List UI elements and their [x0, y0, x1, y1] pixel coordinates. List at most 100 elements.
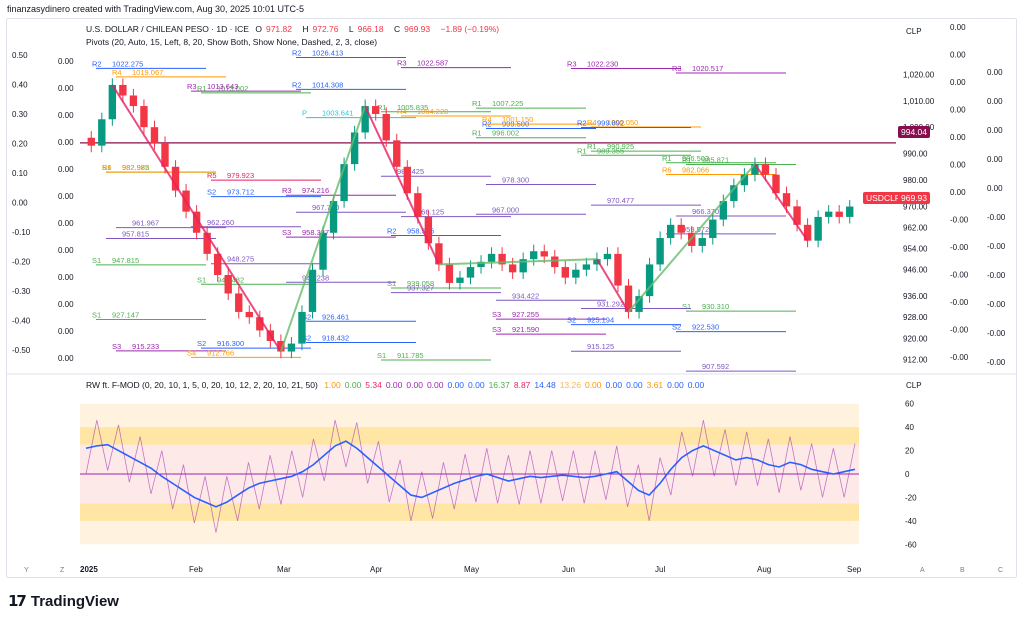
pivot-value-22: 916.300: [217, 339, 244, 348]
candle-body-63: [751, 164, 759, 175]
pivot-tag-27: R6: [662, 166, 672, 175]
candle-body-38: [487, 253, 496, 262]
far-right-scale-tick-1: 0.00: [987, 97, 1003, 106]
tradingview-brand[interactable]: 17 TradingView: [8, 592, 119, 610]
pivot-value-7: 982.985: [122, 163, 149, 172]
osc-tick-4: -20: [905, 493, 917, 502]
candle-body-39: [498, 253, 506, 265]
candle-body-23: [329, 201, 338, 233]
pivot-value-53: 934.422: [512, 291, 539, 300]
candle-body-37: [477, 261, 485, 268]
time-tick-8: Sep: [847, 565, 862, 574]
ohlc-h: H 972.76: [302, 24, 339, 34]
left-scale2-tick-6: 0.00: [58, 219, 74, 228]
pivot-tag-10: S1: [387, 279, 396, 288]
pivot-tag-16: R2: [292, 80, 302, 89]
candle-body-13: [224, 274, 232, 294]
pivot-value-12: 1022.230: [587, 60, 618, 69]
left-scale2-tick-2: 0.00: [58, 111, 74, 120]
left-scale-tick-8: -0.30: [12, 287, 31, 296]
candle-body-19: [287, 343, 296, 352]
candle-body-20: [298, 311, 306, 344]
pivot-tag-22: S2: [197, 339, 206, 348]
candle-body-45: [561, 267, 569, 278]
candle-body-31: [414, 193, 422, 217]
pivot-tag-15: R3: [187, 82, 197, 91]
left-scale2-tick-10: 0.00: [58, 327, 74, 336]
oscillator-value-9: 8.87: [513, 380, 531, 390]
candle-body-70: [824, 211, 833, 217]
time-tick-7: Aug: [757, 565, 771, 574]
osc-tick-3: 0: [905, 470, 910, 479]
left-scale2-tick-5: 0.00: [58, 192, 74, 201]
candle-body-68: [803, 224, 812, 241]
candle-body-1: [98, 119, 106, 146]
candle-body-21: [308, 269, 317, 312]
pivot-tag-11: S3: [492, 310, 501, 319]
pivot-tag-9: S3: [282, 228, 291, 237]
pivot-tag-5: R1: [587, 142, 597, 151]
pivot-value-9: 958.337: [302, 228, 329, 237]
pivot-value-18: 996.002: [492, 129, 519, 138]
pivot-tag-28: R6: [102, 163, 112, 172]
oscillator-value-6: 0.00: [447, 380, 465, 390]
far-right-scale-tick-9: -0.00: [987, 329, 1006, 338]
candle-body-50: [614, 253, 622, 286]
candle-body-47: [582, 264, 591, 270]
oscillator-value-11: 13.26: [559, 380, 581, 390]
oscillator-value-5: 0.00: [426, 380, 444, 390]
candle-body-44: [551, 256, 559, 268]
brand-name: TradingView: [30, 592, 119, 610]
pivot-tag-21: S1: [92, 310, 101, 319]
pivot-value-14: 1019.067: [132, 68, 163, 77]
ohlc-o: O 971.82: [255, 24, 292, 34]
pivot-tag-44: S2: [302, 312, 311, 321]
right-scale-tick-12: -0.00: [950, 353, 969, 362]
right-scale-tick-2: 0.00: [950, 78, 966, 87]
pivot-value-62: 907.592: [702, 362, 729, 371]
candle-body-25: [350, 132, 359, 165]
pivot-value-17: 1004.220: [417, 107, 448, 116]
pivot-tag-3: R1: [377, 103, 387, 112]
time-tick-3: Apr: [370, 565, 383, 574]
pivot-value-38: 1022.587: [417, 59, 448, 68]
axis-control-4: C: [998, 567, 1003, 574]
candle-body-46: [572, 269, 580, 278]
left-scale2-tick-3: 0.00: [58, 138, 74, 147]
pivot-tag-24: S1: [377, 351, 386, 360]
currency-label-top: CLP: [906, 27, 922, 36]
pivot-value-41: 985.871: [702, 155, 729, 164]
right-scale-tick-7: -0.00: [950, 216, 969, 225]
pivot-tag-42: S1: [92, 256, 101, 265]
price-tick-4: 980.00: [903, 176, 928, 185]
osc-tick-5: -40: [905, 517, 917, 526]
left-scale-tick-2: 0.30: [12, 110, 28, 119]
zigzag-down-3: [596, 258, 630, 313]
candle-body-42: [530, 251, 538, 260]
ohlc-l: L 966.18: [348, 24, 384, 34]
time-tick-1: Feb: [189, 565, 203, 574]
candle-body-36: [466, 267, 475, 278]
price-tick-10: 928.00: [903, 313, 928, 322]
pivot-value-0: 1022.275: [112, 59, 143, 68]
pivot-value-57: 962.260: [207, 218, 234, 227]
line-price-badge: 994.04: [898, 126, 930, 138]
candle-body-56: [677, 224, 685, 233]
pivot-value-1: 1013.002: [217, 84, 248, 93]
pivot-tag-18: R1: [472, 129, 482, 138]
oscillator-value-14: 0.00: [626, 380, 643, 390]
zigzag-up-2: [438, 258, 597, 266]
far-right-scale-tick-0: 0.00: [987, 68, 1003, 77]
candle-body-62: [740, 174, 749, 186]
pivot-tag-34: S2: [672, 323, 681, 332]
candle-body-22: [319, 232, 327, 270]
candle-body-0: [87, 137, 95, 146]
pivot-value-35: 915.233: [132, 342, 159, 351]
pivot-value-16: 1014.308: [312, 80, 343, 89]
pivot-value-47: 970.477: [607, 196, 634, 205]
candle-body-59: [709, 219, 717, 239]
pivot-tag-6: R1: [662, 154, 672, 163]
right-scale-tick-5: 0.00: [950, 161, 966, 170]
